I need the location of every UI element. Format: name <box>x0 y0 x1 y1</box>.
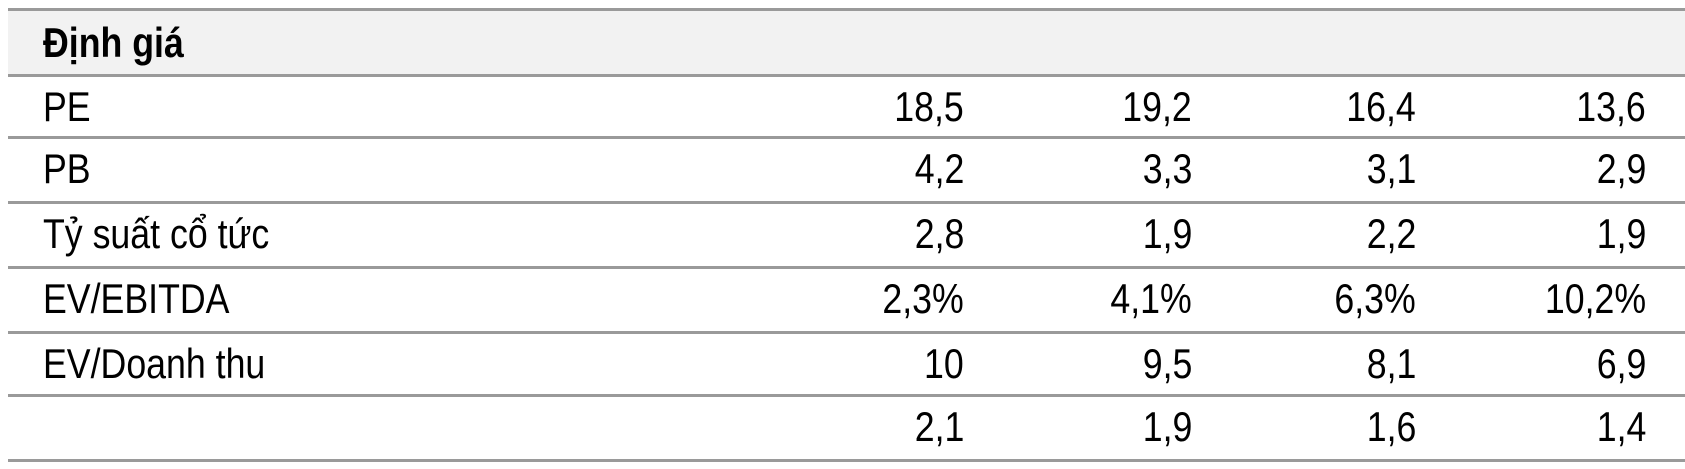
row-divider <box>8 8 1685 11</box>
row-divider <box>8 331 1685 334</box>
header-background <box>8 9 1685 75</box>
row-value: 13,6 <box>1576 83 1646 130</box>
row-value: 2,3% <box>882 275 964 322</box>
row-value: 4,2 <box>914 145 964 192</box>
row-label: PE <box>43 83 91 130</box>
row-value: 2,2 <box>1366 210 1416 257</box>
row-value: 1,9 <box>1596 210 1646 257</box>
row-divider <box>8 201 1685 204</box>
row-value: 1,9 <box>1142 403 1192 450</box>
row-divider <box>8 136 1685 139</box>
row-label: PB <box>43 145 91 192</box>
row-value: 1,9 <box>1142 210 1192 257</box>
row-value: 1,4 <box>1596 403 1646 450</box>
row-value: 18,5 <box>894 83 964 130</box>
row-label: EV/EBITDA <box>43 275 230 322</box>
row-value: 2,8 <box>914 210 964 257</box>
row-value: 19,2 <box>1122 83 1192 130</box>
row-value: 4,1% <box>1110 275 1192 322</box>
row-value: 6,3% <box>1334 275 1416 322</box>
row-value: 16,4 <box>1346 83 1416 130</box>
row-value: 1,6 <box>1366 403 1416 450</box>
row-value: 9,5 <box>1142 340 1192 387</box>
row-value: 6,9 <box>1596 340 1646 387</box>
row-divider <box>8 459 1685 462</box>
row-value: 10,2% <box>1544 275 1646 322</box>
row-divider <box>8 266 1685 269</box>
row-value: 3,1 <box>1366 145 1416 192</box>
row-value: 10 <box>924 340 964 387</box>
row-divider <box>8 74 1685 77</box>
row-value: 8,1 <box>1366 340 1416 387</box>
row-value: 2,9 <box>1596 145 1646 192</box>
row-value: 2,1 <box>914 403 964 450</box>
row-label: Tỷ suất cổ tức <box>43 210 270 257</box>
row-label: EV/Doanh thu <box>43 340 266 387</box>
table-title: Định giá <box>43 19 184 66</box>
row-divider <box>8 394 1685 397</box>
row-value: 3,3 <box>1142 145 1192 192</box>
